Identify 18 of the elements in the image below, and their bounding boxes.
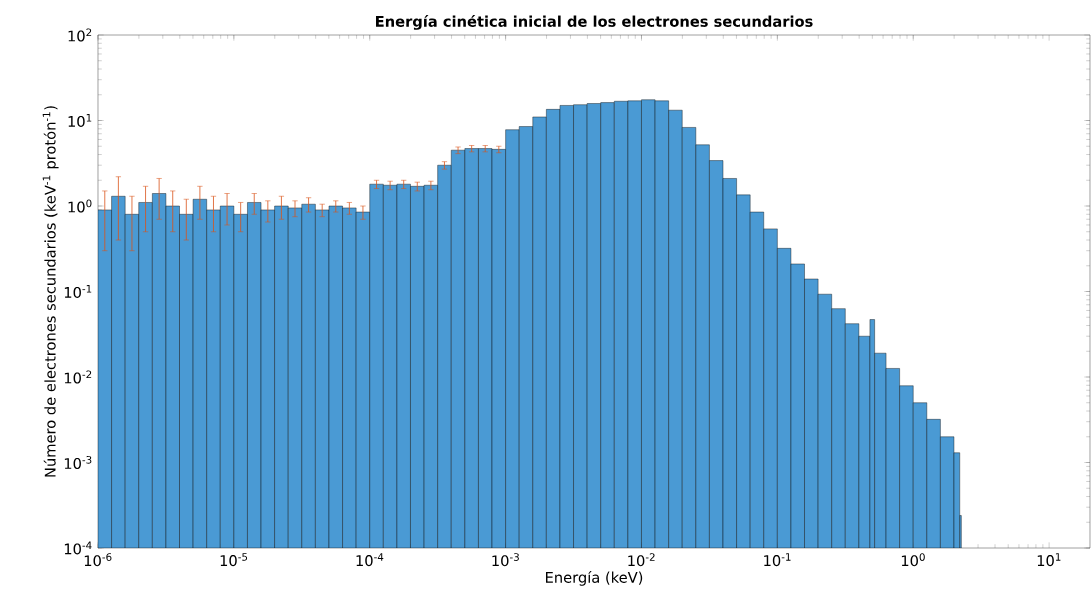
y-tick-label: 10$^{-1}$ <box>64 285 92 298</box>
x-tick-label: 10$^{-4}$ <box>356 553 384 567</box>
chart-title: Energía cinética inicial de los electrones secundarios <box>376 14 813 30</box>
y-axis-title: Número de electrones secundarios (keV$^{-1}$ protón$^{-1}$) <box>42 106 59 477</box>
y-tick-label: 10$^{-2}$ <box>64 370 92 384</box>
y-tick-label: 10$^{0}$ <box>68 199 92 213</box>
x-axis-title: Energía (keV) <box>546 570 643 586</box>
x-tick-label: 10$^{-5}$ <box>220 553 248 567</box>
x-tick-label: 10$^{-6}$ <box>84 553 112 567</box>
x-tick-label: 10$^{0}$ <box>901 553 925 567</box>
x-tick-label: 10$^{-1}$ <box>764 553 791 567</box>
x-tick-label: 10$^{1}$ <box>1037 553 1061 567</box>
y-tick-label: 10$^{1}$ <box>68 114 92 127</box>
y-tick-label: 10$^{-4}$ <box>64 541 92 555</box>
x-tick-label: 10$^{-3}$ <box>492 553 519 567</box>
x-tick-label: 10$^{-2}$ <box>628 553 655 567</box>
y-tick-label: 10$^{-3}$ <box>64 455 92 470</box>
y-tick-label: 10$^{2}$ <box>68 28 92 42</box>
